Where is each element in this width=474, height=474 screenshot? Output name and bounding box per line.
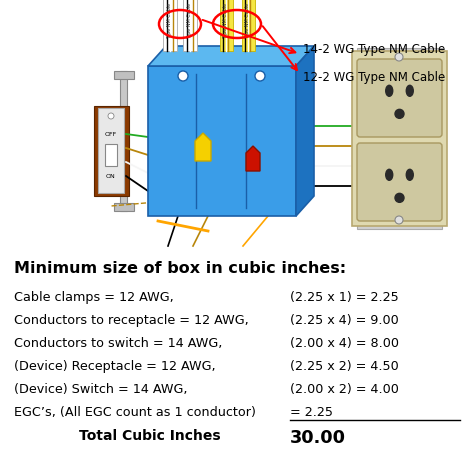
Polygon shape — [195, 133, 211, 161]
Bar — [98, 108, 124, 193]
Text: Type NM Cable: Type NM Cable — [246, 3, 250, 39]
Circle shape — [108, 113, 114, 119]
Text: (2.25 x 2) = 4.50: (2.25 x 2) = 4.50 — [290, 360, 399, 373]
Circle shape — [395, 216, 403, 224]
Text: = 2.25: = 2.25 — [290, 406, 333, 419]
Ellipse shape — [386, 169, 393, 180]
Bar — [220, 0, 233, 51]
Text: Conductors to switch = 14 AWG,: Conductors to switch = 14 AWG, — [14, 337, 222, 350]
Bar — [114, 71, 134, 79]
Polygon shape — [148, 46, 314, 66]
Polygon shape — [246, 146, 260, 171]
FancyBboxPatch shape — [357, 143, 442, 221]
FancyBboxPatch shape — [357, 59, 442, 137]
Text: OFF: OFF — [105, 131, 117, 137]
Bar — [357, 48, 442, 66]
Ellipse shape — [386, 85, 393, 96]
Text: EGC’s, (All EGC count as 1 conductor): EGC’s, (All EGC count as 1 conductor) — [14, 406, 256, 419]
Text: (2.00 x 4) = 8.00: (2.00 x 4) = 8.00 — [290, 337, 399, 350]
Text: Type NM Cable: Type NM Cable — [167, 3, 173, 39]
Text: (Device) Switch = 14 AWG,: (Device) Switch = 14 AWG, — [14, 383, 188, 396]
Bar — [357, 211, 442, 229]
Bar — [163, 0, 177, 51]
Text: Conductors to receptacle = 12 AWG,: Conductors to receptacle = 12 AWG, — [14, 314, 249, 327]
Text: 14-2 WG Type NM Cable: 14-2 WG Type NM Cable — [303, 43, 445, 55]
Bar — [148, 66, 296, 216]
Circle shape — [395, 53, 403, 61]
Bar — [120, 71, 127, 211]
Text: (2.00 x 2) = 4.00: (2.00 x 2) = 4.00 — [290, 383, 399, 396]
Circle shape — [395, 109, 404, 118]
Bar — [183, 0, 197, 51]
Text: Cable clamps = 12 AWG,: Cable clamps = 12 AWG, — [14, 291, 174, 304]
Bar — [94, 106, 129, 196]
Text: (2.25 x 1) = 2.25: (2.25 x 1) = 2.25 — [290, 291, 399, 304]
Text: (Device) Receptacle = 12 AWG,: (Device) Receptacle = 12 AWG, — [14, 360, 216, 373]
Text: Minimum size of box in cubic inches:: Minimum size of box in cubic inches: — [14, 261, 346, 276]
Text: Type NM Cable: Type NM Cable — [188, 3, 192, 39]
Text: 30.00: 30.00 — [290, 429, 346, 447]
Bar — [105, 144, 117, 166]
Polygon shape — [296, 46, 314, 216]
Bar — [114, 203, 134, 211]
Text: 12-2 WG Type NM Cable: 12-2 WG Type NM Cable — [303, 71, 445, 83]
Circle shape — [255, 71, 265, 81]
Text: Total Cubic Inches: Total Cubic Inches — [79, 429, 220, 443]
Ellipse shape — [406, 85, 413, 96]
Text: Type NM Cable: Type NM Cable — [224, 3, 228, 39]
Circle shape — [178, 71, 188, 81]
Text: ON: ON — [106, 173, 116, 179]
Bar — [352, 51, 447, 226]
Ellipse shape — [406, 169, 413, 180]
Text: (2.25 x 4) = 9.00: (2.25 x 4) = 9.00 — [290, 314, 399, 327]
Bar — [242, 0, 255, 51]
Circle shape — [395, 193, 404, 202]
